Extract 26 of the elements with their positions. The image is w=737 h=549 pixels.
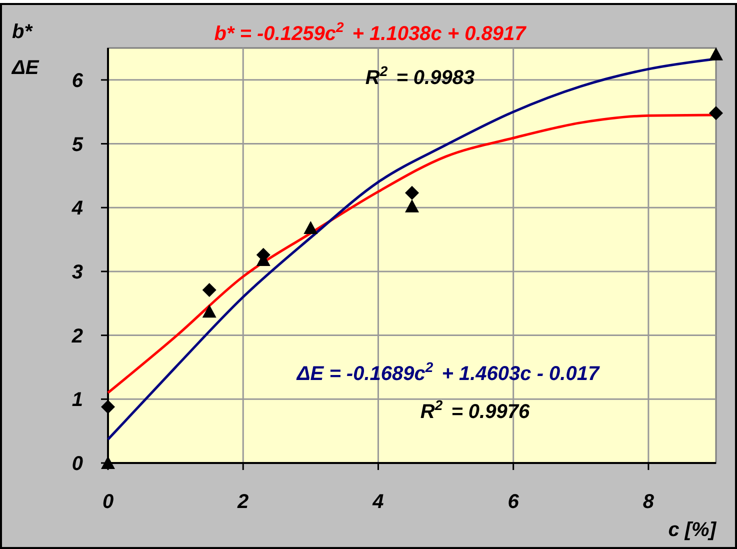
x-axis-title: c [%] xyxy=(668,519,718,541)
annotation: R$^{2}$ = 0.9983 xyxy=(365,63,475,89)
y-tick-label: 5 xyxy=(72,134,84,156)
annotation: R$^{2}$ = 0.9976 xyxy=(420,397,530,423)
point xyxy=(405,186,419,200)
point xyxy=(709,47,723,60)
y-tick-label: 4 xyxy=(70,198,83,220)
point xyxy=(709,106,723,120)
text: b* = -0.1259c$^{2}$ + 1.1038c + 0.8917 xyxy=(214,19,527,45)
point xyxy=(101,400,115,414)
point xyxy=(202,282,216,297)
point xyxy=(202,304,216,318)
x-tick-label: 6 xyxy=(508,491,520,513)
y-tick-label: 2 xyxy=(70,325,83,348)
y-tick-label: 3 xyxy=(72,261,83,284)
y-axis-title: b* ΔE xyxy=(11,21,40,79)
x-tick-label: 2 xyxy=(236,491,249,513)
annotation: ΔE = -0.1689c$^{2}$ + 1.4603c - 0.017 xyxy=(296,359,600,385)
y-tick-label: 1 xyxy=(72,389,83,412)
y-tick-label: 6 xyxy=(72,70,84,92)
x-tick-label: 0 xyxy=(102,491,114,513)
point xyxy=(304,221,318,234)
x-tick-label: 8 xyxy=(642,491,655,513)
point xyxy=(405,199,419,212)
y-tick-label: 0 xyxy=(72,453,83,475)
x-tick-label: 4 xyxy=(372,491,384,513)
